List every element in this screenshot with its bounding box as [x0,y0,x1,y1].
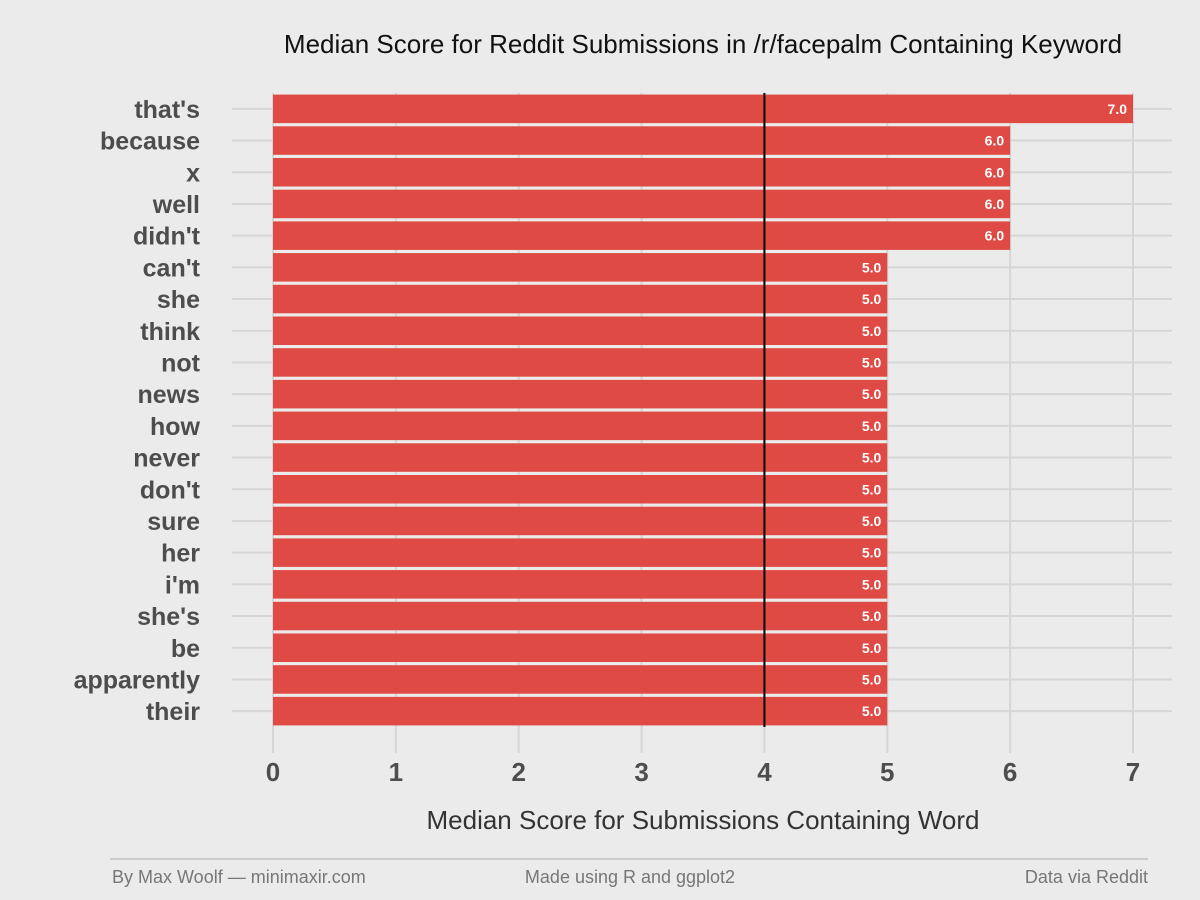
data-label: 6.0 [985,133,1005,149]
bar [273,94,1133,124]
bar [273,284,888,314]
x-tick-label: 0 [266,757,280,787]
category-label: her [161,540,200,568]
data-label: 5.0 [862,703,882,719]
category-label: don't [140,476,201,504]
bar [273,570,888,599]
data-label: 5.0 [862,671,882,687]
bar [273,443,888,472]
bar [273,506,888,536]
bar [273,474,888,504]
bar-layer [273,94,1133,726]
x-tick-label: 7 [1126,757,1140,787]
data-label: 5.0 [862,576,882,592]
category-label: not [161,349,201,377]
bar [273,348,888,377]
category-label: sure [147,508,200,536]
data-label: 5.0 [862,481,882,497]
category-label: their [146,698,200,726]
data-label: 5.0 [862,513,882,529]
footer-source: Data via Reddit [1025,867,1148,887]
bar [273,189,1011,219]
bar [273,221,1011,250]
category-label: think [140,318,200,346]
data-label: 6.0 [985,196,1005,212]
chart-title: Median Score for Reddit Submissions in /… [284,29,1122,59]
x-tick-label: 6 [1003,757,1017,787]
bar [273,316,888,346]
category-label: apparently [74,666,201,694]
category-label: she's [137,603,200,631]
x-tick-label: 2 [511,757,525,787]
data-label: 5.0 [862,418,882,434]
bar [273,696,888,726]
category-label: how [150,413,201,441]
label-layer: 0 1 2 3 4 5 6 7 that's 7.0 because 6.0 x 6.0 well 6.0 di… [74,96,1141,787]
category-label: that's [134,96,200,124]
x-tick-label: 4 [757,757,772,787]
data-label: 5.0 [862,354,882,370]
category-label: didn't [133,223,201,251]
data-label: 6.0 [985,228,1005,244]
category-label: well [152,191,200,219]
bar [273,157,1011,187]
x-tick-label: 3 [634,757,648,787]
data-label: 5.0 [862,323,882,339]
data-label: 5.0 [862,450,882,466]
category-label: i'm [165,571,200,599]
bar [273,126,1011,155]
x-tick-label: 5 [880,757,894,787]
footer-credit: By Max Woolf — minimaxir.com [112,867,366,887]
category-label: x [186,159,200,187]
data-label: 6.0 [985,164,1005,180]
bar [273,411,888,441]
bar [273,665,888,694]
x-tick-label: 1 [389,757,403,787]
category-label: news [137,381,200,409]
category-label: can't [143,254,201,282]
data-label: 5.0 [862,545,882,561]
bar [273,253,888,282]
data-label: 5.0 [862,386,882,402]
category-label: never [133,445,200,473]
bar [273,379,888,409]
bar [273,538,888,567]
data-label: 5.0 [862,259,882,275]
category-label: be [171,635,200,663]
data-label: 5.0 [862,608,882,624]
data-label: 5.0 [862,640,882,656]
footer-tools: Made using R and ggplot2 [525,867,735,887]
category-label: she [157,286,200,314]
category-label: because [100,128,200,156]
bar [273,601,888,631]
x-axis-label: Median Score for Submissions Containing … [426,805,979,835]
data-label: 5.0 [862,291,882,307]
data-label: 7.0 [1108,101,1128,117]
bar [273,633,888,663]
